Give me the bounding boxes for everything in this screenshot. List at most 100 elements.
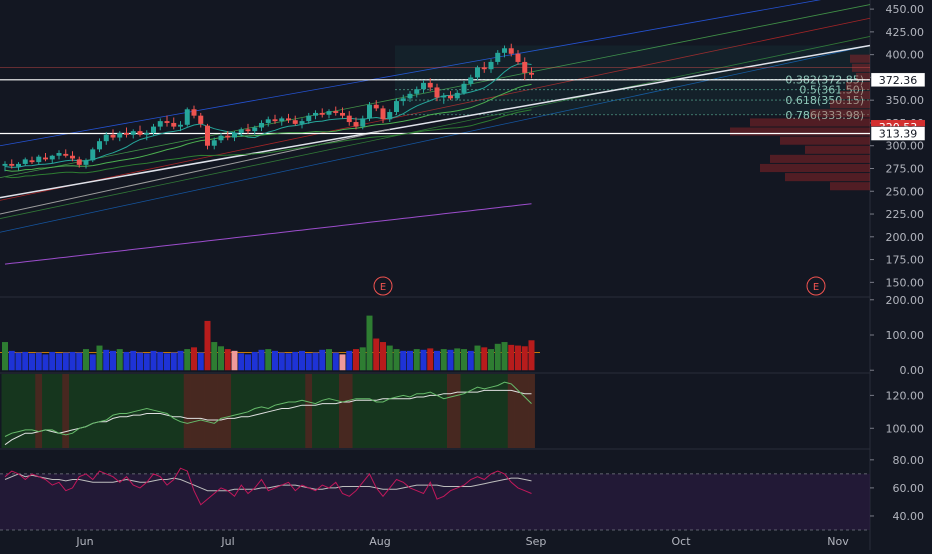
oscillator-background-band — [494, 374, 502, 448]
oscillator-background-band — [379, 374, 387, 448]
volume-bar — [231, 350, 238, 371]
rsi-pane — [0, 467, 870, 531]
candle-body — [9, 163, 15, 166]
channel-line — [0, 0, 822, 147]
candle — [144, 130, 150, 141]
candle-body — [279, 118, 285, 122]
oscillator-pane — [1, 374, 535, 448]
volume-profile-bar — [805, 145, 870, 154]
volume-bar — [170, 352, 177, 371]
oscillator-background-band — [177, 374, 184, 448]
candle-body — [529, 72, 534, 75]
oscillator-background-band — [129, 374, 137, 448]
oscillator-background-band — [62, 374, 70, 448]
oscillator-background-band — [487, 374, 495, 448]
candle — [427, 78, 433, 92]
oscillator-background-band — [453, 374, 461, 448]
axis-tick-label: 175.00 — [886, 254, 925, 267]
volume-bar — [447, 349, 454, 371]
volume-bar — [218, 346, 224, 371]
candle-body — [319, 112, 325, 115]
candle — [16, 162, 21, 171]
volume-bar — [103, 349, 110, 371]
oscillator-background-band — [325, 374, 333, 448]
oscillator-background-band — [393, 374, 400, 448]
volume-bar — [96, 345, 103, 371]
candle — [367, 102, 372, 122]
oscillator-background-band — [143, 374, 151, 448]
candle — [529, 67, 534, 79]
candle-body — [124, 132, 129, 135]
candle — [191, 105, 197, 119]
candle — [164, 115, 170, 127]
fib-level-label: 0.786(333.98) — [785, 109, 864, 122]
earnings-marker-label: E — [813, 282, 819, 293]
channel-line — [0, 17, 871, 201]
candle — [454, 90, 460, 101]
oscillator-background-band — [312, 374, 319, 448]
oscillator-background-band — [150, 374, 157, 448]
candle-body — [421, 82, 426, 90]
volume-bar — [42, 354, 49, 371]
volume-profile-bar — [830, 182, 870, 191]
candle-body — [468, 77, 474, 84]
volume-bar — [197, 352, 204, 371]
volume-profile-bar — [785, 173, 870, 182]
volume-profile-bar — [780, 136, 870, 145]
candle — [292, 115, 298, 126]
candle-body — [76, 159, 82, 165]
moving-average — [4, 109, 532, 179]
candle-body — [164, 121, 170, 123]
moving-average-200 — [4, 203, 532, 265]
candle — [130, 129, 136, 139]
axis-tick-label: 100.00 — [886, 422, 925, 435]
price-pane: 0.382(372.85)0.5(361.50)0.618(350.15)0.7… — [0, 0, 871, 296]
candle-body — [346, 115, 352, 123]
oscillator-background-band — [8, 374, 16, 448]
volume-bar — [339, 354, 346, 371]
candle — [97, 138, 102, 153]
candle-body — [299, 121, 305, 124]
candle — [63, 149, 69, 158]
candle — [400, 94, 406, 106]
volume-bar — [204, 320, 211, 371]
candle-body — [205, 125, 210, 146]
oscillator-background-band — [501, 374, 508, 448]
candle — [468, 74, 474, 87]
axis-tick-label: 225.00 — [886, 208, 925, 221]
candle — [373, 100, 379, 112]
volume-bar — [110, 350, 116, 371]
oscillator-background-band — [231, 374, 238, 448]
candle — [434, 83, 440, 102]
volume-profile-bar — [850, 54, 870, 63]
fib-level-label: 0.5(361.50) — [799, 84, 864, 97]
candle — [421, 80, 426, 93]
price-label-box — [870, 72, 926, 88]
fib-level-label: 0.618(350.15) — [785, 94, 864, 107]
oscillator-background-band — [399, 374, 407, 448]
axis-tick-label: 60.00 — [893, 482, 925, 495]
candle — [475, 65, 480, 81]
oscillator-background-band — [28, 374, 36, 448]
candle-body — [461, 83, 467, 93]
volume-bar — [184, 349, 191, 371]
price-label: 372.36 — [870, 72, 926, 88]
volume-bar — [434, 350, 440, 371]
oscillator-background-band — [244, 374, 252, 448]
oscillator-background-band — [48, 374, 56, 448]
volume-bar — [508, 344, 515, 371]
candle-body — [151, 126, 156, 133]
candle — [2, 161, 8, 172]
rsi-line — [4, 467, 532, 506]
oscillator-background-band — [123, 374, 130, 448]
candle — [360, 115, 366, 130]
candle — [151, 123, 156, 136]
axis-tick-label: 450.00 — [886, 3, 925, 16]
candle-body — [340, 112, 345, 116]
volume-profile-bar — [846, 81, 870, 91]
oscillator-background-band — [82, 374, 90, 448]
candle-body — [272, 119, 278, 122]
earnings-marker: E — [806, 276, 826, 296]
